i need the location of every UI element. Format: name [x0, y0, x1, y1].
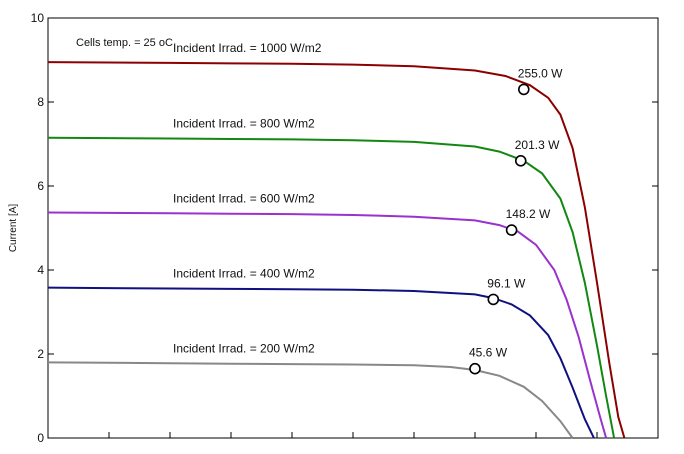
y-tick-label: 4 — [37, 263, 44, 277]
curve-label: Incident Irrad. = 600 W/m2 — [173, 191, 315, 205]
curve-label: Incident Irrad. = 800 W/m2 — [173, 117, 315, 131]
mpp-power-label: 255.0 W — [518, 66, 563, 80]
series-3: Incident Irrad. = 400 W/m2 96.1 W — [47, 267, 595, 439]
series-2: Incident Irrad. = 600 W/m2 148.2 W — [47, 191, 608, 439]
y-tick-label: 6 — [37, 179, 44, 193]
y-axis-label: Current [A] — [8, 204, 19, 253]
iv-curve-line — [47, 61, 626, 439]
y-tick-label: 2 — [37, 347, 44, 361]
curve-label: Incident Irrad. = 200 W/m2 — [173, 341, 315, 355]
series-1: Incident Irrad. = 800 W/m2 201.3 W — [47, 117, 616, 439]
y-tick-label: 8 — [37, 95, 44, 109]
mpp-power-label: 148.2 W — [506, 207, 551, 221]
y-tick-label: 10 — [31, 11, 45, 25]
series-0: Incident Irrad. = 1000 W/m2 255.0 W — [47, 41, 626, 439]
plot-frame — [47, 17, 659, 439]
mpp-marker — [469, 362, 481, 375]
x-axis — [108, 432, 598, 438]
mpp-marker — [517, 83, 530, 96]
mpp-marker — [505, 224, 518, 236]
iv-curve-line — [47, 211, 608, 439]
iv-curve-line — [47, 136, 616, 439]
y-tick-label: 0 — [37, 431, 44, 445]
y-axis: 0 2 4 6 8 10 — [31, 11, 658, 445]
iv-curve-line — [47, 361, 574, 439]
mpp-power-label: 45.6 W — [469, 346, 508, 360]
iv-curve-line — [47, 286, 595, 439]
series-4: Incident Irrad. = 200 W/m2 45.6 W — [47, 341, 574, 439]
mpp-marker — [514, 155, 527, 167]
mpp-marker — [487, 293, 500, 306]
curve-label: Incident Irrad. = 400 W/m2 — [173, 267, 315, 281]
mpp-power-label: 96.1 W — [487, 276, 526, 290]
curve-label: Incident Irrad. = 1000 W/m2 — [173, 41, 322, 55]
cells-temp-note: Cells temp. = 25 oC — [76, 37, 173, 49]
plot-area — [47, 17, 659, 439]
mpp-power-label: 201.3 W — [515, 138, 560, 152]
